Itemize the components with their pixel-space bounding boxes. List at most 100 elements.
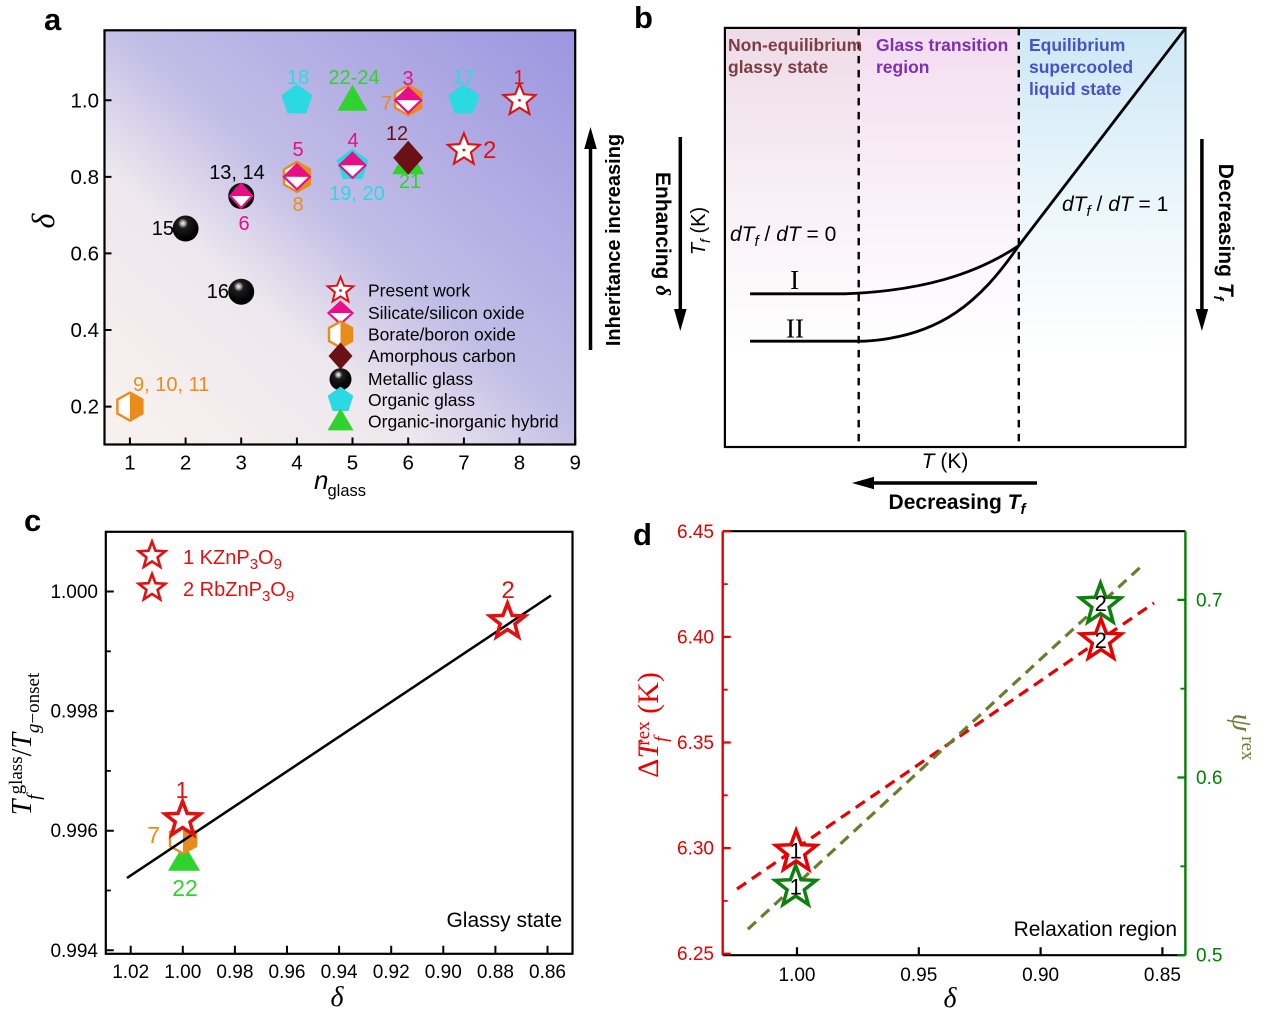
svg-text:T (K): T (K) [922, 450, 969, 473]
svg-text:4: 4 [347, 130, 358, 152]
svg-text:3: 3 [235, 452, 246, 475]
svg-text:0.6: 0.6 [71, 242, 100, 265]
svg-text:9: 9 [569, 452, 580, 475]
svg-text:4: 4 [291, 452, 302, 475]
svg-text:0.88: 0.88 [477, 962, 514, 983]
svg-text:0.96: 0.96 [269, 962, 306, 983]
svg-text:16: 16 [207, 281, 229, 303]
svg-text:2 RbZnP3O9: 2 RbZnP3O9 [183, 579, 294, 605]
svg-text:0.5: 0.5 [1196, 946, 1222, 967]
svg-text:2: 2 [483, 137, 496, 164]
svg-text:13, 14: 13, 14 [209, 162, 265, 184]
svg-text:Non-equilibrium: Non-equilibrium [728, 35, 862, 55]
svg-text:6.35: 6.35 [677, 733, 714, 754]
svg-text:b: b [634, 0, 653, 35]
svg-text:1.00: 1.00 [779, 965, 816, 986]
svg-text:Silicate/silicon oxide: Silicate/silicon oxide [368, 303, 525, 323]
svg-text:5: 5 [292, 139, 303, 161]
svg-text:a: a [44, 2, 62, 37]
svg-text:Organic glass: Organic glass [368, 390, 475, 410]
svg-text:0.94: 0.94 [321, 962, 358, 983]
svg-text:n: n [314, 465, 328, 495]
svg-text:d: d [633, 517, 652, 552]
svg-text:Equilibrium: Equilibrium [1029, 35, 1125, 55]
svg-text:Amorphous carbon: Amorphous carbon [368, 346, 516, 366]
svg-text:glass: glass [328, 482, 367, 500]
svg-text:7: 7 [147, 822, 160, 848]
svg-text:2: 2 [501, 577, 514, 604]
svg-text:0.86: 0.86 [529, 962, 566, 983]
svg-text:9, 10, 11: 9, 10, 11 [133, 374, 209, 396]
svg-text:δ: δ [330, 982, 344, 1013]
svg-text:19, 20: 19, 20 [329, 183, 385, 205]
svg-text:0.92: 0.92 [373, 962, 410, 983]
svg-text:ψ rex: ψ rex [1226, 713, 1258, 761]
svg-text:1: 1 [124, 452, 135, 475]
svg-text:0.90: 0.90 [1022, 965, 1059, 986]
svg-text:Present work: Present work [368, 281, 470, 301]
svg-text:0.95: 0.95 [900, 965, 937, 986]
svg-text:Decreasing Tf: Decreasing Tf [889, 491, 1028, 518]
svg-text:6: 6 [238, 213, 249, 235]
svg-text:1: 1 [176, 777, 189, 803]
svg-text:Borate/boron oxide: Borate/boron oxide [368, 325, 516, 345]
svg-text:8: 8 [292, 194, 303, 216]
svg-text:1.02: 1.02 [112, 962, 149, 983]
svg-text:0.996: 0.996 [50, 821, 98, 842]
svg-text:Glassy state: Glassy state [446, 909, 562, 932]
svg-text:glassy state: glassy state [728, 57, 828, 77]
svg-text:Decreasing Tf: Decreasing Tf [1211, 164, 1237, 302]
svg-text:8: 8 [514, 452, 525, 475]
svg-text:0.2: 0.2 [71, 396, 100, 419]
svg-text:Tf (K): Tf (K) [688, 207, 713, 255]
svg-text:δ: δ [25, 212, 61, 228]
svg-text:5: 5 [347, 452, 358, 475]
svg-text:0.8: 0.8 [71, 166, 100, 189]
svg-text:22-24: 22-24 [328, 67, 379, 89]
svg-text:Organic-inorganic hybrid: Organic-inorganic hybrid [368, 412, 559, 432]
svg-text:Enhancing δ: Enhancing δ [651, 172, 675, 296]
svg-text:6: 6 [402, 452, 413, 475]
svg-text:17: 17 [453, 67, 475, 89]
svg-text:1: 1 [790, 875, 802, 900]
svg-text:I: I [790, 265, 799, 295]
svg-text:3: 3 [402, 68, 413, 90]
svg-text:c: c [24, 503, 41, 538]
svg-text:21: 21 [399, 171, 421, 193]
svg-text:δ: δ [943, 983, 957, 1014]
svg-text:1 KZnP3O9: 1 KZnP3O9 [183, 547, 282, 573]
svg-text:18: 18 [287, 67, 309, 89]
svg-text:0.998: 0.998 [50, 702, 98, 723]
svg-text:0.994: 0.994 [50, 941, 98, 962]
svg-text:dTf / dT = 1: dTf / dT = 1 [1062, 193, 1168, 220]
svg-text:Relaxation region: Relaxation region [1014, 918, 1177, 941]
svg-text:supercooled: supercooled [1029, 57, 1133, 77]
svg-text:2: 2 [1095, 628, 1107, 653]
svg-text:6.30: 6.30 [677, 839, 714, 860]
svg-text:0.4: 0.4 [71, 319, 100, 342]
svg-text:2: 2 [1095, 591, 1107, 616]
svg-text:1: 1 [513, 67, 524, 89]
svg-text:1: 1 [790, 839, 802, 864]
svg-text:Metallic glass: Metallic glass [368, 369, 473, 389]
svg-text:0.7: 0.7 [1196, 590, 1222, 611]
svg-text:dTf / dT = 0: dTf / dT = 0 [730, 223, 836, 250]
svg-text:0.85: 0.85 [1144, 965, 1181, 986]
svg-text:7: 7 [381, 93, 392, 115]
svg-text:6.45: 6.45 [677, 522, 714, 543]
svg-text:liquid state: liquid state [1029, 79, 1122, 99]
svg-text:7: 7 [458, 452, 469, 475]
svg-text:Inheritance increasing: Inheritance increasing [603, 134, 625, 346]
svg-text:22: 22 [172, 875, 198, 901]
svg-text:1.00: 1.00 [164, 962, 201, 983]
svg-text:0.90: 0.90 [425, 962, 462, 983]
svg-text:1.0: 1.0 [71, 89, 100, 112]
svg-text:2: 2 [180, 452, 191, 475]
svg-text:0.6: 0.6 [1196, 768, 1222, 789]
svg-text:6.25: 6.25 [677, 944, 714, 965]
svg-text:1.000: 1.000 [50, 582, 98, 603]
svg-text:0.98: 0.98 [216, 962, 253, 983]
svg-text:6.40: 6.40 [677, 627, 714, 648]
svg-text:Glass transition: Glass transition [876, 35, 1008, 55]
svg-text:12: 12 [386, 123, 408, 145]
